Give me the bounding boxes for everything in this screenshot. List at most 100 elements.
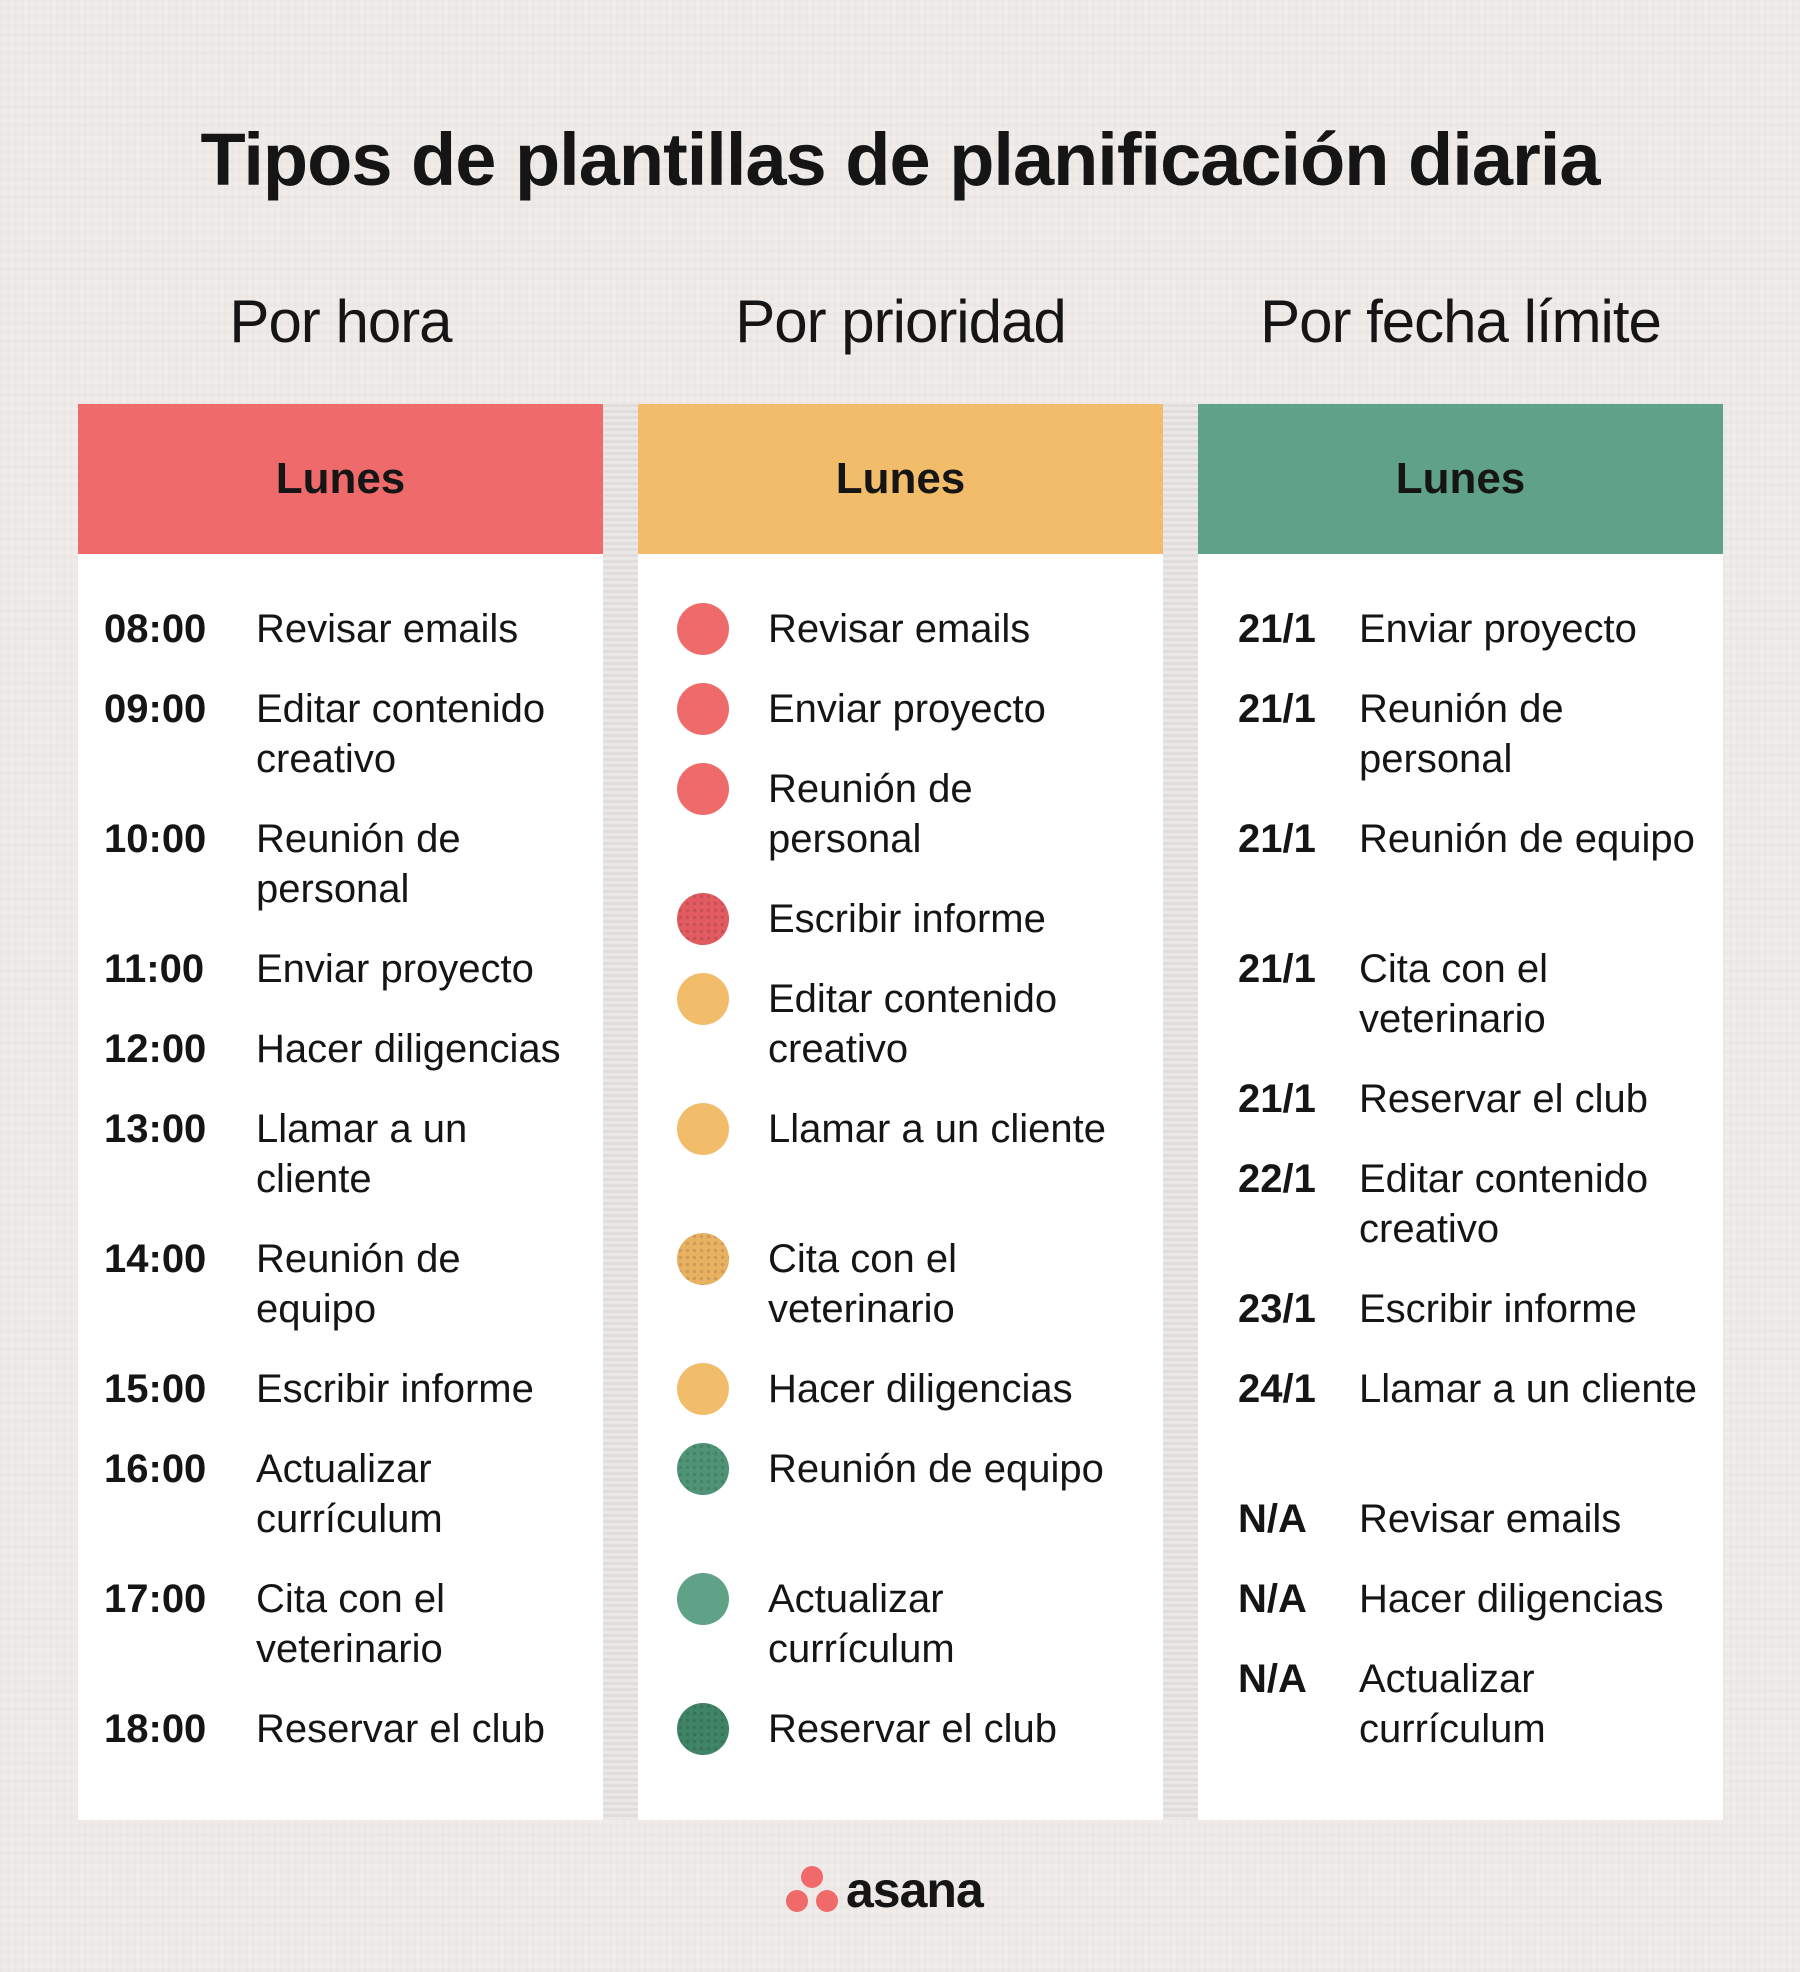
column-gap <box>1163 404 1198 1820</box>
task-row: N/A Revisar emails <box>1198 1494 1723 1574</box>
task-row: Escribir informe <box>638 893 1163 974</box>
card-header: Lunes <box>1198 404 1723 554</box>
task-row: Enviar proyecto <box>638 683 1163 764</box>
task-row: 21/1 Reunión de personal <box>1198 684 1723 814</box>
priority-low-dot-icon <box>677 1443 729 1495</box>
task-row: 09:00 Editar contenido creativo <box>78 684 603 814</box>
task-text: Escribir informe <box>768 897 1046 941</box>
due-date-label: 21/1 <box>1238 1077 1316 1121</box>
priority-indicator <box>638 973 768 1025</box>
task-row: 08:00 Revisar emails <box>78 604 603 684</box>
task-text: Reunión de equipo <box>768 1447 1104 1491</box>
subtitle-por-prioridad: Por prioridad <box>735 288 1067 355</box>
task-row: Reservar el club <box>638 1703 1163 1784</box>
priority-indicator <box>638 893 768 945</box>
time-label: 11:00 <box>104 947 205 991</box>
task-row: 21/1 Reservar el club <box>1198 1074 1723 1154</box>
task-text: Llamar a un cliente <box>768 1107 1106 1151</box>
task-text: Editar contenido creativo <box>1359 1157 1649 1251</box>
task-text: Actualizar currículum <box>768 1577 955 1671</box>
priority-high-dot-icon <box>677 763 729 815</box>
task-row: 17:00 Cita con el veterinario <box>78 1574 603 1704</box>
task-text: Reservar el club <box>256 1707 546 1751</box>
task-text: Editar contenido creativo <box>768 977 1058 1071</box>
priority-indicator <box>638 1363 768 1415</box>
task-text: Revisar emails <box>256 607 519 651</box>
task-text: Reunión de equipo <box>1359 817 1695 861</box>
due-date-label: 21/1 <box>1238 687 1316 731</box>
task-row: 16:00 Actualizar currículum <box>78 1444 603 1574</box>
asana-logo-icon <box>786 1866 838 1914</box>
task-text: Escribir informe <box>1359 1287 1637 1331</box>
priority-indicator <box>638 683 768 735</box>
priority-indicator <box>638 1443 768 1495</box>
task-row: 15:00 Escribir informe <box>78 1364 603 1444</box>
task-text: Actualizar currículum <box>256 1447 443 1541</box>
task-row: N/A Actualizar currículum <box>1198 1654 1723 1784</box>
task-text: Hacer diligencias <box>768 1367 1073 1411</box>
time-label: 18:00 <box>104 1707 207 1751</box>
task-row: Reunión de personal <box>638 763 1163 894</box>
task-text: Llamar a un cliente <box>1359 1367 1697 1411</box>
task-row: 21/1 Enviar proyecto <box>1198 604 1723 684</box>
priority-low-dot-icon <box>677 1573 729 1625</box>
task-text: Cita con el veterinario <box>256 1577 445 1671</box>
task-row: Llamar a un cliente <box>638 1103 1163 1234</box>
task-text: Reunión de equipo <box>256 1237 461 1331</box>
time-label: 16:00 <box>104 1447 207 1491</box>
due-date-label: N/A <box>1238 1497 1307 1541</box>
time-label: 09:00 <box>104 687 207 731</box>
page-title: Tipos de plantillas de planificación dia… <box>200 118 1601 201</box>
task-text: Reservar el club <box>768 1707 1058 1751</box>
time-label: 14:00 <box>104 1237 207 1281</box>
due-date-label: 23/1 <box>1238 1287 1316 1331</box>
priority-medium-dot-icon <box>677 1363 729 1415</box>
due-date-label: 21/1 <box>1238 817 1316 861</box>
task-list: 08:00 Revisar emails 09:00 Editar contenido… <box>78 554 603 1784</box>
task-text: Reservar el club <box>1359 1077 1649 1121</box>
task-row: 21/1 Cita con el veterinario <box>1198 944 1723 1074</box>
task-row: Hacer diligencias <box>638 1363 1163 1444</box>
task-row: 14:00 Reunión de equipo <box>78 1234 603 1364</box>
task-row: 22/1 Editar contenido creativo <box>1198 1154 1723 1284</box>
time-label: 15:00 <box>104 1367 207 1411</box>
subtitle-por-fecha-limite: Por fecha límite <box>1260 288 1662 355</box>
task-row: 18:00 Reservar el club <box>78 1704 603 1784</box>
priority-indicator <box>638 1573 768 1625</box>
priority-medium-dot-icon <box>677 973 729 1025</box>
task-text: Editar contenido creativo <box>256 687 546 781</box>
task-text: Cita con el veterinario <box>1359 947 1548 1041</box>
priority-high-dot-icon <box>677 683 729 735</box>
task-text: Llamar a un cliente <box>256 1107 468 1201</box>
task-row: 21/1 Reunión de equipo <box>1198 814 1723 944</box>
task-row: 23/1 Escribir informe <box>1198 1284 1723 1364</box>
priority-medium-dot-icon <box>677 1233 729 1285</box>
card-header: Lunes <box>78 404 603 554</box>
task-row: 11:00 Enviar proyecto <box>78 944 603 1024</box>
priority-high-dot-icon <box>677 603 729 655</box>
task-text: Actualizar currículum <box>1359 1657 1546 1751</box>
task-row: Actualizar currículum <box>638 1573 1163 1704</box>
time-label: 13:00 <box>104 1107 207 1151</box>
due-date-label: 21/1 <box>1238 947 1316 991</box>
task-row: 24/1 Llamar a un cliente <box>1198 1364 1723 1494</box>
priority-low-dot-icon <box>677 1703 729 1755</box>
task-text: Hacer diligencias <box>256 1027 561 1071</box>
task-text: Reunión de personal <box>768 767 973 861</box>
subtitle-por-hora: Por hora <box>229 288 452 355</box>
card-por-hora: Lunes 08:00 Revisar emails 09:00 Editar con… <box>78 404 603 1820</box>
time-label: 08:00 <box>104 607 207 651</box>
asana-logo-text: asana <box>846 1862 984 1918</box>
due-date-label: N/A <box>1238 1577 1307 1621</box>
card-por-fecha-limite: Lunes 21/1 Enviar proyecto 21/1 Reunión de … <box>1198 404 1723 1820</box>
task-list: Revisar emails Enviar proyecto Reunión de … <box>638 554 1163 1784</box>
task-row: Editar contenido creativo <box>638 973 1163 1104</box>
due-date-label: N/A <box>1238 1657 1307 1701</box>
asana-logo: asana <box>786 1860 1016 1920</box>
priority-high-dot-icon <box>677 893 729 945</box>
task-row: Reunión de equipo <box>638 1443 1163 1574</box>
task-text: Reunión de personal <box>256 817 461 911</box>
task-text: Enviar proyecto <box>768 687 1046 731</box>
task-row: N/A Hacer diligencias <box>1198 1574 1723 1654</box>
task-text: Reunión de personal <box>1359 687 1564 781</box>
